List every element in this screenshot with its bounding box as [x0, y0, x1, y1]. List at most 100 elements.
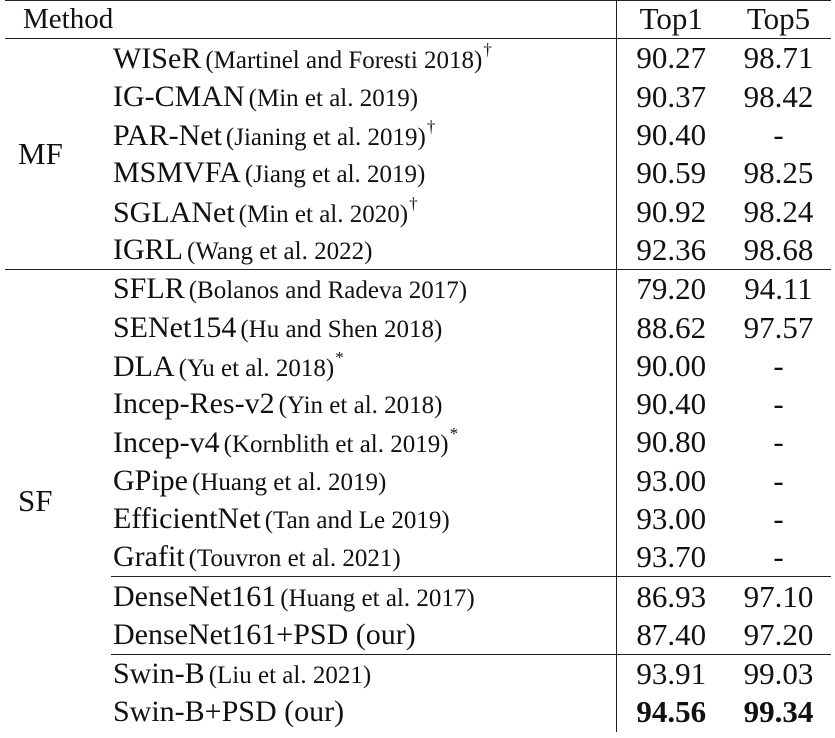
top5-value: 98.24: [743, 193, 814, 229]
method-citation: (Touvron et al. 2021): [188, 545, 401, 573]
method-citation: (Min et al. 2019): [248, 84, 419, 112]
header-row: Method Top1 Top5: [5, 0, 831, 40]
method-column-header: Method: [5, 0, 616, 40]
table-row: DLA (Yu et al. 2018)* 90.00 -: [5, 346, 831, 385]
method-cell: PAR-Net (Jianing et al. 2019)†: [111, 116, 616, 154]
method-cell: DenseNet161+PSD (our): [111, 616, 616, 655]
table-row: MSMVFA (Jiang et al. 2019) 90.59 98.25: [5, 154, 831, 193]
method-citation: (Huang et al. 2017): [280, 584, 475, 612]
method-citation: (Hu and Shen 2018): [240, 315, 443, 343]
top1-value: 79.20: [615, 269, 726, 309]
top5-value: -: [773, 539, 784, 575]
method-name: WISeR: [113, 42, 202, 76]
method-citation: (Liu et al. 2021): [208, 662, 372, 690]
method-citation: (Kornblith et al. 2019): [223, 431, 449, 459]
top1-value: 93.00: [615, 499, 726, 539]
method-citation: (Bolanos and Radeva 2017): [188, 277, 468, 305]
table-row: SGLANet (Min et al. 2020)† 90.92 98.24: [5, 192, 831, 231]
top5-value: 99.03: [726, 654, 831, 694]
top1-value: 93.00: [615, 461, 726, 500]
top1-value: 90.92: [615, 192, 726, 231]
method-cell: DenseNet161 (Huang et al. 2017): [111, 576, 616, 616]
table-row: Incep-Res-v2 (Yin et al. 2018) 90.40 -: [5, 384, 831, 424]
method-cell: IGRL (Wang et al. 2022): [111, 231, 616, 270]
top5-column-header: Top5: [726, 0, 831, 40]
top5-value: -: [773, 424, 784, 460]
method-citation: (Huang et al. 2019): [192, 468, 387, 496]
method-cell: MSMVFA (Jiang et al. 2019): [111, 154, 616, 192]
table-row: IGRL (Wang et al. 2022) 92.36 98.68: [5, 230, 831, 270]
top5-value: 98.42: [743, 78, 814, 114]
table-row: PAR-Net (Jianing et al. 2019)† 90.40 -: [5, 115, 831, 155]
top5-value: 97.10: [726, 576, 831, 616]
top1-value: 90.00: [615, 346, 726, 385]
table-row: EfficientNet (Tan and Le 2019) 93.00-: [5, 499, 831, 539]
top1-value: 90.27: [615, 38, 726, 78]
method-cell: SGLANet (Min et al. 2020)†: [111, 192, 616, 230]
method-name: EfficientNet: [113, 502, 261, 535]
method-name: MSMVFA: [113, 156, 241, 190]
top5-value: 98.71: [726, 38, 831, 78]
top5-value: -: [773, 347, 784, 383]
method-name: Grafit: [113, 540, 185, 574]
top1-value: 90.40: [615, 384, 726, 424]
footnote-mark: *: [449, 424, 459, 444]
method-name: GPipe: [113, 463, 188, 497]
top5-value: 98.68: [743, 231, 814, 267]
method-cell: Swin-B+PSD (our): [111, 693, 616, 731]
footnote-mark: †: [426, 117, 436, 137]
table-row: Incep-v4 (Kornblith et al. 2019)* 90.80-: [5, 423, 831, 462]
method-cell: Grafit (Touvron et al. 2021): [111, 538, 616, 577]
top5-value: -: [773, 117, 784, 153]
table-row: MF WISeR (Martinel and Foresti 2018)† 90.2…: [5, 38, 831, 270]
method-name: Incep-v4: [113, 426, 220, 460]
top5-value: -: [773, 501, 784, 536]
method-citation: (Martinel and Foresti 2018): [205, 47, 483, 75]
table-row: DenseNet161 (Huang et al. 2017) 86.93 97.1…: [5, 576, 831, 616]
method-citation: (Jianing et al. 2019): [225, 124, 426, 152]
top1-value: 94.56: [615, 693, 726, 732]
method-cell: SENet154 (Hu and Shen 2018): [111, 308, 616, 346]
method-cell: Swin-B (Liu et al. 2021): [111, 654, 616, 694]
method-citation: (Tan and Le 2019): [264, 507, 450, 534]
table-row: Swin-B+PSD (our) 94.56 99.34: [5, 693, 831, 732]
top1-value: 88.62: [615, 308, 726, 347]
group-label: MF: [5, 38, 111, 270]
method-cell: WISeR (Martinel and Foresti 2018)†: [111, 38, 616, 78]
method-citation: (Yin et al. 2018): [278, 392, 443, 420]
top1-column-header: Top1: [615, 0, 726, 40]
method-cell: EfficientNet (Tan and Le 2019): [111, 500, 616, 538]
top5-value: -: [773, 386, 784, 422]
method-name: DenseNet161: [113, 579, 277, 613]
top1-value: 87.40: [615, 615, 726, 655]
top1-value: 93.91: [615, 654, 726, 694]
table-row: SF SFLR (Bolanos and Radeva 2017) 79.20 94.…: [5, 269, 831, 732]
top1-value: 90.40: [615, 115, 726, 155]
method-name: DLA: [113, 349, 175, 383]
footnote-mark: †: [409, 193, 418, 213]
top5-value: 94.11: [726, 269, 831, 309]
method-name: DenseNet161+PSD (our): [113, 617, 416, 651]
method-name: IG-CMAN: [113, 79, 245, 113]
method-citation: (Yu et al. 2018): [178, 354, 335, 382]
method-cell: IG-CMAN (Min et al. 2019): [111, 78, 616, 116]
method-name: Swin-B+PSD (our): [113, 695, 345, 729]
top5-value: 97.20: [743, 616, 814, 652]
method-citation: (Jiang et al. 2019): [244, 161, 426, 189]
method-citation: (Wang et al. 2022): [187, 237, 373, 265]
table-row: DenseNet161+PSD (our) 87.40 97.20: [5, 615, 831, 655]
table-row: SENet154 (Hu and Shen 2018) 88.62 97.57: [5, 308, 831, 347]
top5-value: 99.34: [743, 694, 814, 730]
table-row: IG-CMAN (Min et al. 2019) 90.37 98.42: [5, 77, 831, 116]
method-name: Incep-Res-v2: [113, 387, 275, 421]
top1-value: 90.37: [615, 77, 726, 116]
top1-value: 90.59: [615, 154, 726, 193]
table-row: Swin-B (Liu et al. 2021) 93.91 99.03: [5, 654, 831, 694]
top1-value: 86.93: [615, 576, 726, 616]
method-name: Swin-B: [113, 657, 205, 691]
method-cell: DLA (Yu et al. 2018)*: [111, 347, 616, 385]
top1-value: 93.70: [615, 538, 726, 577]
top1-value: 92.36: [615, 230, 726, 270]
results-table: Method Top1 Top5 MF WISeR (Martinel and F…: [5, 0, 831, 732]
method-cell: GPipe (Huang et al. 2019): [111, 462, 616, 500]
